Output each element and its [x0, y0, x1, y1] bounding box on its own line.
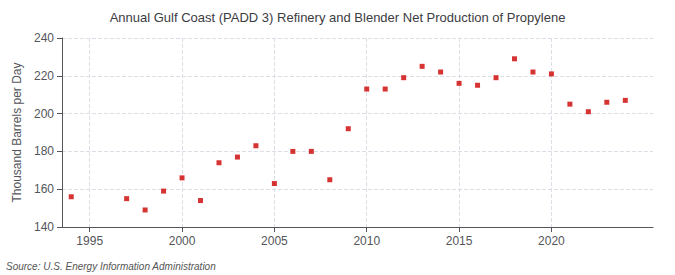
svg-text:2005: 2005 [261, 234, 288, 248]
svg-text:1995: 1995 [76, 234, 103, 248]
svg-text:160: 160 [34, 182, 54, 196]
svg-text:Thousand Barrels per Day: Thousand Barrels per Day [10, 62, 24, 202]
svg-text:2020: 2020 [538, 234, 565, 248]
svg-text:240: 240 [34, 31, 54, 45]
svg-text:2010: 2010 [353, 234, 380, 248]
svg-text:200: 200 [34, 107, 54, 121]
svg-text:2000: 2000 [169, 234, 196, 248]
svg-text:180: 180 [34, 144, 54, 158]
svg-text:140: 140 [34, 220, 54, 234]
svg-text:Source: U.S. Energy Informatio: Source: U.S. Energy Information Administ… [6, 261, 216, 272]
svg-text:Annual Gulf Coast (PADD 3) Ref: Annual Gulf Coast (PADD 3) Refinery and … [110, 10, 566, 25]
svg-text:220: 220 [34, 69, 54, 83]
svg-text:2015: 2015 [446, 234, 473, 248]
